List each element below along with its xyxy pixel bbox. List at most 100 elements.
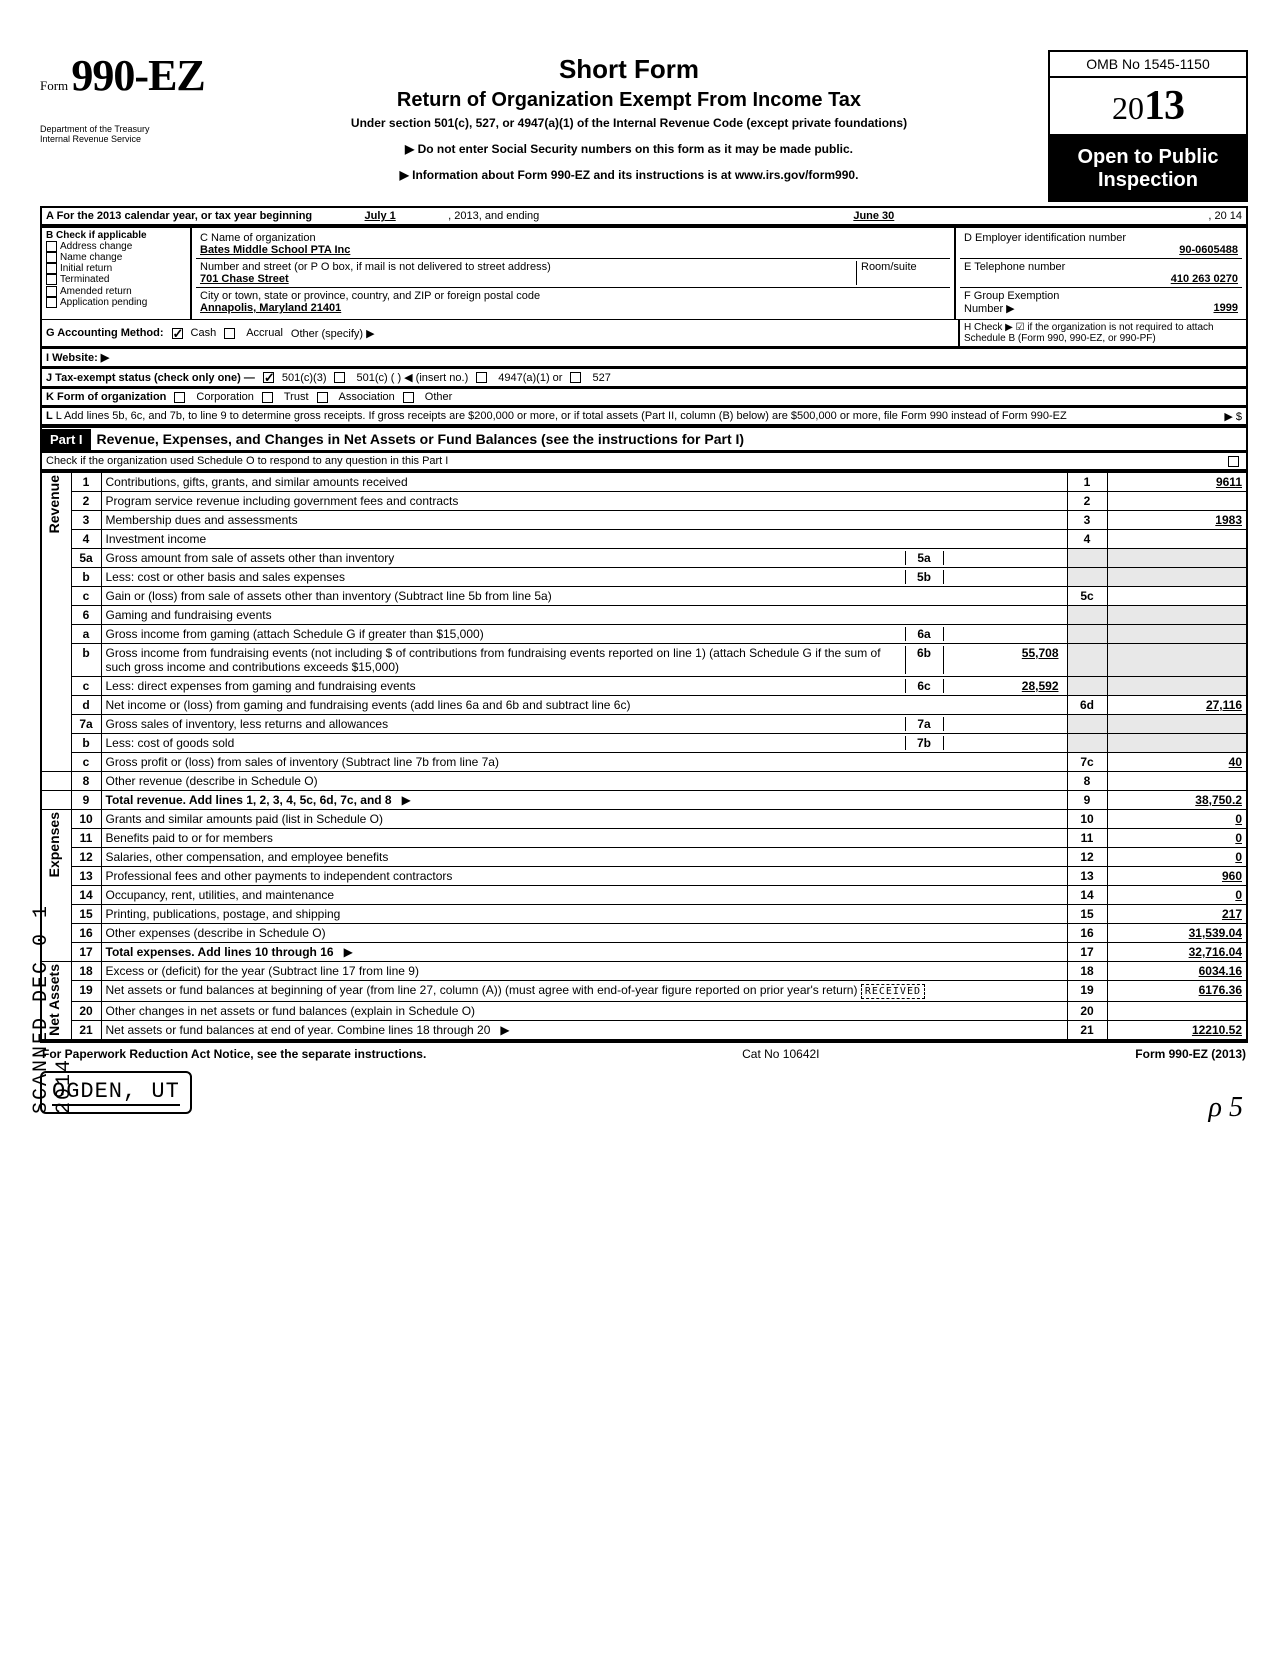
dept-line-2: Internal Revenue Service xyxy=(40,135,210,145)
chk-association[interactable] xyxy=(317,392,328,403)
footer-left: For Paperwork Reduction Act Notice, see … xyxy=(42,1047,426,1061)
row-8-val xyxy=(1107,772,1247,791)
part-1-header: Part I Revenue, Expenses, and Changes in… xyxy=(40,426,1248,452)
row-1-val: 9611 xyxy=(1107,472,1247,492)
chk-initial-return[interactable] xyxy=(46,263,57,274)
chk-cash[interactable] xyxy=(172,328,183,339)
org-street: 701 Chase Street xyxy=(200,273,289,285)
row-4-desc: Investment income xyxy=(101,530,1067,549)
row-6b-shade2 xyxy=(1107,644,1247,677)
row-9-val: 38,750.2 xyxy=(1107,791,1247,810)
row-15-desc: Printing, publications, postage, and shi… xyxy=(101,905,1067,924)
revenue-sidebar: Revenue xyxy=(46,475,62,533)
row-7a-shade xyxy=(1067,715,1107,734)
b-header: B Check if applicable xyxy=(46,230,186,241)
row-21-desc: Net assets or fund balances at end of ye… xyxy=(106,1023,491,1037)
f-header: F Group Exemption xyxy=(964,290,1059,302)
opt-association: Association xyxy=(339,391,395,403)
row-14-box: 14 xyxy=(1067,886,1107,905)
opt-other-org: Other xyxy=(425,391,453,403)
row-7a-shade2 xyxy=(1107,715,1247,734)
row-6c-ival: 28,592 xyxy=(943,679,1063,693)
row-5a-ival xyxy=(943,551,1063,565)
row-2-desc: Program service revenue including govern… xyxy=(101,492,1067,511)
row-10-num: 10 xyxy=(71,810,101,829)
row-6c-num: c xyxy=(71,677,101,696)
financial-grid: Revenue 1 Contributions, gifts, grants, … xyxy=(40,471,1248,1041)
chk-trust[interactable] xyxy=(262,392,273,403)
chk-corporation[interactable] xyxy=(174,392,185,403)
c-header: C Name of organization xyxy=(200,232,316,244)
row-21-val: 12210.52 xyxy=(1107,1021,1247,1041)
l-arrow: ▶ $ xyxy=(1224,410,1242,423)
row-2-val xyxy=(1107,492,1247,511)
row-7c-desc: Gross profit or (loss) from sales of inv… xyxy=(101,753,1067,772)
opt-address-change: Address change xyxy=(60,241,132,252)
open-line-2: Inspection xyxy=(1052,169,1244,192)
row-6c-shade2 xyxy=(1107,677,1247,696)
row-7b-ibox: 7b xyxy=(905,736,943,750)
opt-4947: 4947(a)(1) or xyxy=(498,372,562,384)
row-9-box: 9 xyxy=(1067,791,1107,810)
chk-501c3[interactable] xyxy=(263,372,274,383)
row-5c-desc: Gain or (loss) from sale of assets other… xyxy=(101,587,1067,606)
chk-terminated[interactable] xyxy=(46,274,57,285)
page-footer: For Paperwork Reduction Act Notice, see … xyxy=(40,1041,1248,1065)
opt-amended: Amended return xyxy=(60,286,132,297)
row-7c-val: 40 xyxy=(1107,753,1247,772)
chk-application-pending[interactable] xyxy=(46,297,57,308)
row-5b-shade2 xyxy=(1107,568,1247,587)
row-6a-ival xyxy=(943,627,1063,641)
row-16-box: 16 xyxy=(1067,924,1107,943)
row-12-desc: Salaries, other compensation, and employ… xyxy=(101,848,1067,867)
row-17-val: 32,716.04 xyxy=(1107,943,1247,962)
f-num-label: Number ▶ xyxy=(964,303,1015,315)
row-11-desc: Benefits paid to or for members xyxy=(101,829,1067,848)
row-7a-ival xyxy=(943,717,1063,731)
row-6b-ibox: 6b xyxy=(905,646,943,674)
chk-schedule-o[interactable] xyxy=(1228,456,1239,467)
row-10-desc: Grants and similar amounts paid (list in… xyxy=(101,810,1067,829)
chk-name-change[interactable] xyxy=(46,252,57,263)
h-text: H Check ▶ ☑ if the organization is not r… xyxy=(964,322,1242,344)
row-6-shade xyxy=(1067,606,1107,625)
chk-amended[interactable] xyxy=(46,286,57,297)
chk-501c[interactable] xyxy=(334,372,345,383)
row-6a-ibox: 6a xyxy=(905,627,943,641)
row-14-val: 0 xyxy=(1107,886,1247,905)
row-7b-shade2 xyxy=(1107,734,1247,753)
expenses-sidebar: Expenses xyxy=(46,812,62,877)
tax-year: 13 xyxy=(1144,83,1184,129)
group-exemption: 1999 xyxy=(1214,302,1238,314)
row-7a-num: 7a xyxy=(71,715,101,734)
received-stamp: RECEIVED xyxy=(861,984,925,999)
g-label: G Accounting Method: xyxy=(46,327,164,339)
omb-number: OMB No 1545-1150 xyxy=(1048,50,1248,76)
chk-4947[interactable] xyxy=(476,372,487,383)
row-15-box: 15 xyxy=(1067,905,1107,924)
row-2-box: 2 xyxy=(1067,492,1107,511)
row-7a-desc: Gross sales of inventory, less returns a… xyxy=(106,717,905,731)
row-3-box: 3 xyxy=(1067,511,1107,530)
part-1-label: Part I xyxy=(42,429,91,450)
row-12-box: 12 xyxy=(1067,848,1107,867)
row-12-val: 0 xyxy=(1107,848,1247,867)
chk-accrual[interactable] xyxy=(224,328,235,339)
phone: 410 263 0270 xyxy=(964,273,1238,285)
opt-527: 527 xyxy=(592,372,610,384)
opt-trust: Trust xyxy=(284,391,309,403)
opt-501c3: 501(c)(3) xyxy=(282,372,327,384)
open-line-1: Open to Public xyxy=(1052,146,1244,169)
chk-address-change[interactable] xyxy=(46,241,57,252)
opt-terminated: Terminated xyxy=(60,275,109,286)
row-6d-desc: Net income or (loss) from gaming and fun… xyxy=(101,696,1067,715)
opt-501c: 501(c) ( ) ◀ (insert no.) xyxy=(356,371,468,384)
chk-other-org[interactable] xyxy=(403,392,414,403)
row-8-num: 8 xyxy=(71,772,101,791)
row-11-val: 0 xyxy=(1107,829,1247,848)
row-6-desc: Gaming and fundraising events xyxy=(101,606,1067,625)
row-11-box: 11 xyxy=(1067,829,1107,848)
chk-527[interactable] xyxy=(570,372,581,383)
row-5a-desc: Gross amount from sale of assets other t… xyxy=(106,551,905,565)
opt-accrual: Accrual xyxy=(246,327,283,339)
